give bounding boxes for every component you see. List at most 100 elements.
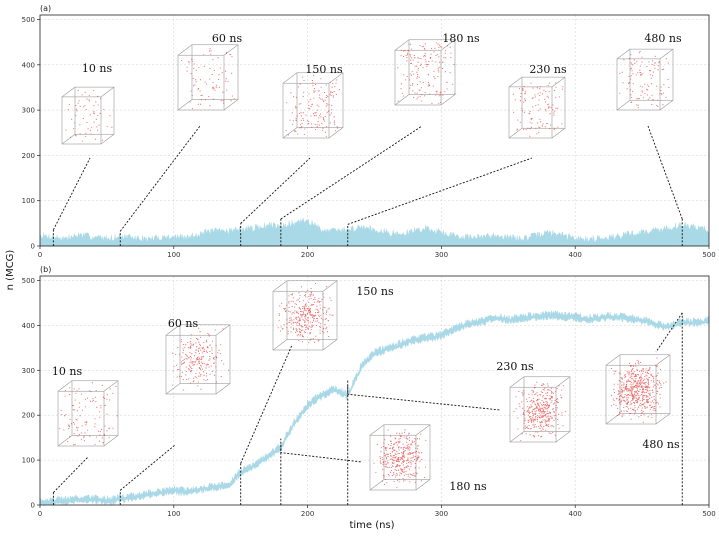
snapshot-leader-line xyxy=(655,312,683,353)
cube-edge xyxy=(103,380,119,392)
cube-back-face xyxy=(191,44,239,100)
cube-particles xyxy=(277,283,334,344)
cube-back-face xyxy=(521,76,566,129)
panel-b: 00 100 100 200 200 300 300 400 400 500 500 (b) 10 ns… xyxy=(22,265,716,518)
cube-edge xyxy=(328,72,344,84)
y-tick-label: 400 xyxy=(22,61,35,69)
y-tick-label: 300 xyxy=(22,107,35,115)
snapshot-leader-line xyxy=(119,444,176,491)
cube-particles xyxy=(373,429,427,488)
snapshot-cube xyxy=(165,324,231,395)
cube-edge xyxy=(616,48,631,60)
snapshot-cube xyxy=(61,86,115,145)
snapshot-time-label: 230 ns xyxy=(529,63,567,76)
cube-edge xyxy=(655,413,671,425)
cube-edge xyxy=(659,48,674,60)
x-tick-label: 200 xyxy=(301,510,314,518)
plot-frame xyxy=(39,14,710,247)
cube-particles xyxy=(181,48,235,110)
cube-front-face xyxy=(605,364,657,425)
cube-edge xyxy=(508,128,523,139)
cube-front-face xyxy=(61,96,102,145)
plot-frame xyxy=(39,275,710,506)
cube-edge xyxy=(655,354,671,366)
cube-edge xyxy=(328,127,344,139)
y-axis-title: n (MCG) xyxy=(5,250,16,291)
cube-front-face xyxy=(508,86,553,139)
y-tick-label: 100 xyxy=(22,457,35,465)
cube-edge xyxy=(509,431,525,443)
y-tick-label: 500 xyxy=(22,277,35,285)
panel-a: 00 100 100 200 200 300 300 400 400 500 500 (a) 10 ns… xyxy=(22,4,716,259)
cube-edge xyxy=(272,339,288,351)
cube-edge xyxy=(100,86,115,98)
snapshot-cube xyxy=(605,354,671,425)
snapshot-leader-line xyxy=(347,386,501,411)
cube-edge xyxy=(551,128,566,139)
cube-edge xyxy=(177,44,193,56)
x-tick-label: 300 xyxy=(435,251,448,259)
cube-edge xyxy=(605,354,621,366)
snapshot-cube xyxy=(616,48,674,111)
cube-edge xyxy=(57,435,73,447)
cube-back-face xyxy=(74,86,115,135)
cube-edge xyxy=(394,39,410,51)
cube-edge xyxy=(555,376,571,388)
cube-edge xyxy=(415,479,431,491)
x-tick-label: 200 xyxy=(301,251,314,259)
snapshot-cube xyxy=(508,76,566,139)
cube-edge xyxy=(215,324,231,336)
cube-front-face xyxy=(616,58,661,111)
cube-particles xyxy=(171,327,229,391)
cube-edge xyxy=(440,94,456,106)
y-tick-label: 400 xyxy=(22,322,35,330)
snapshot-cube xyxy=(509,376,571,443)
x-tick-label: 400 xyxy=(569,510,582,518)
snapshot-cube xyxy=(272,280,338,351)
y-tick-label: 0 xyxy=(31,502,35,510)
snapshot-time-label: 60 ns xyxy=(212,32,243,45)
x-tick-label: 100 xyxy=(167,251,180,259)
snapshot-cube xyxy=(57,380,119,447)
snapshot-time-label: 230 ns xyxy=(496,360,534,373)
cube-back-face xyxy=(286,280,338,340)
cube-particles xyxy=(397,42,456,105)
snapshot-cube xyxy=(177,44,239,111)
x-tick-label: 500 xyxy=(702,251,715,259)
cube-particles xyxy=(512,82,564,137)
cube-back-face xyxy=(629,48,674,101)
cube-front-face xyxy=(282,82,330,139)
snapshot-leader-line xyxy=(119,125,201,232)
x-tick-label: 400 xyxy=(569,251,582,259)
cube-edge xyxy=(177,99,193,111)
cube-particles xyxy=(65,89,113,142)
cube-back-face xyxy=(71,380,119,436)
x-axis-title: time (ns) xyxy=(349,520,394,531)
cube-edge xyxy=(369,479,385,491)
x-tick-label: 0 xyxy=(38,251,42,259)
cube-back-face xyxy=(383,424,431,480)
cube-back-face xyxy=(296,72,344,128)
y-tick-label: 0 xyxy=(31,243,35,251)
cube-edge xyxy=(616,100,631,111)
cube-edge xyxy=(322,280,338,292)
y-tick-label: 300 xyxy=(22,367,35,375)
cube-edge xyxy=(165,324,181,336)
cube-edge xyxy=(223,99,239,111)
cube-front-face xyxy=(177,54,225,111)
cube-edge xyxy=(508,76,523,88)
cube-particles xyxy=(513,381,566,442)
cube-back-face xyxy=(179,324,231,384)
cube-particles xyxy=(611,357,667,423)
cube-edge xyxy=(394,94,410,106)
snapshot-time-label: 150 ns xyxy=(305,63,343,76)
y-tick-label: 200 xyxy=(22,412,35,420)
cube-edge xyxy=(57,380,73,392)
x-tick-label: 500 xyxy=(702,510,715,518)
snapshot-cube xyxy=(394,39,456,106)
cube-edge xyxy=(100,134,115,145)
cube-edge xyxy=(61,134,76,145)
snapshot-leader-line xyxy=(280,125,423,220)
